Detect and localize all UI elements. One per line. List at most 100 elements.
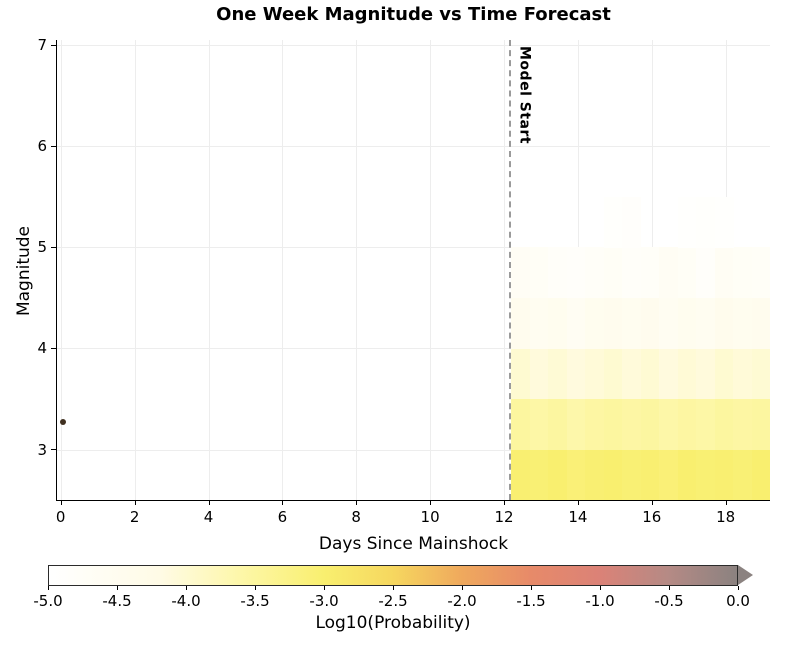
x-tick-mark <box>60 501 62 505</box>
heatmap-cell <box>585 348 605 400</box>
y-tick-mark <box>51 347 56 349</box>
x-tick-mark <box>504 501 505 505</box>
heatmap-cell <box>548 247 568 299</box>
x-tick-label: 0 <box>55 508 66 526</box>
heatmap-cell <box>714 449 734 501</box>
y-tick-mark <box>51 246 56 248</box>
heatmap-cell <box>659 348 679 400</box>
y-tick-label: 3 <box>37 440 47 459</box>
heatmap-cell <box>548 449 568 501</box>
x-tick-mark <box>356 501 358 505</box>
heatmap-cell <box>677 449 697 501</box>
heatmap-cell <box>603 398 623 450</box>
heatmap-cell <box>696 297 716 349</box>
heatmap-cell <box>659 449 679 501</box>
heatmap-cell <box>733 449 753 501</box>
colorbar-tick-label: 0.0 <box>726 592 750 610</box>
x-axis-label: Days Since Mainshock <box>318 534 509 554</box>
heatmap-cell <box>714 398 734 450</box>
heatmap-cell <box>603 348 623 400</box>
axis-spine-bottom <box>56 500 770 501</box>
heatmap-cell <box>566 398 586 450</box>
y-tick-label: 7 <box>37 36 47 55</box>
gridline-horizontal <box>57 146 770 148</box>
heatmap-cell <box>714 297 734 349</box>
gridline-vertical <box>60 40 62 500</box>
heatmap-cell <box>696 196 716 248</box>
model-start-line <box>508 40 511 500</box>
x-tick-mark <box>208 501 210 505</box>
heatmap-cell <box>659 247 679 299</box>
colorbar-tick-mark <box>186 586 187 590</box>
heatmap-cell <box>733 247 753 299</box>
x-tick-label: 10 <box>420 508 440 526</box>
y-tick-mark <box>51 145 56 147</box>
colorbar-tick-mark <box>669 586 670 590</box>
heatmap-cell <box>677 398 697 450</box>
x-tick-label: 14 <box>568 508 588 526</box>
heatmap-cell <box>566 348 586 400</box>
colorbar-tick-label: -3.0 <box>309 592 339 610</box>
heatmap-cell <box>529 297 549 349</box>
heatmap-cell <box>511 247 531 299</box>
colorbar-tick-mark <box>324 586 325 590</box>
x-tick-label: 12 <box>494 508 514 526</box>
heatmap-cell <box>529 348 549 400</box>
heatmap-cell <box>751 348 771 400</box>
colorbar-tick-mark <box>600 586 601 590</box>
heatmap-cell <box>733 297 753 349</box>
heatmap-cell <box>751 297 771 349</box>
gridline-vertical <box>504 40 505 500</box>
x-tick-label: 4 <box>203 508 214 526</box>
heatmap-cell <box>566 297 586 349</box>
heatmap-cell <box>640 247 660 299</box>
colorbar-tick-mark <box>738 586 739 590</box>
gridline-vertical <box>356 40 358 500</box>
heatmap-cell <box>659 398 679 450</box>
y-tick-mark <box>51 44 56 46</box>
heatmap-cell <box>696 398 716 450</box>
gridline-vertical <box>134 40 136 500</box>
gridline-vertical <box>430 40 432 500</box>
colorbar-tick-mark <box>255 586 256 590</box>
heatmap-cell <box>585 297 605 349</box>
colorbar-extend-arrow-icon <box>738 565 753 585</box>
colorbar-tick-mark <box>462 586 463 590</box>
heatmap-cell <box>677 196 697 248</box>
heatmap-cell <box>696 348 716 400</box>
gridline-vertical <box>282 40 284 500</box>
y-tick-mark <box>51 449 56 450</box>
colorbar-tick-mark <box>48 586 49 590</box>
heatmap-cell <box>529 247 549 299</box>
gridline-horizontal <box>57 247 770 249</box>
x-tick-label: 6 <box>277 508 288 526</box>
chart-title: One Week Magnitude vs Time Forecast <box>216 4 611 25</box>
heatmap-cell <box>511 398 531 450</box>
y-tick-label: 6 <box>37 137 47 156</box>
heatmap-cell <box>640 449 660 501</box>
heatmap-cell <box>622 247 642 299</box>
gridline-horizontal <box>57 348 770 350</box>
x-tick-mark <box>134 501 136 505</box>
colorbar-tick-label: -0.5 <box>654 592 684 610</box>
mainshock-dot <box>59 419 66 426</box>
heatmap-cell <box>511 449 531 501</box>
colorbar-tick-label: -2.5 <box>378 592 408 610</box>
colorbar-tick-label: -3.5 <box>240 592 270 610</box>
heatmap-cell <box>751 398 771 450</box>
heatmap-cell <box>640 297 660 349</box>
heatmap-cell <box>659 297 679 349</box>
x-tick-mark <box>725 501 727 505</box>
heatmap-cell <box>566 449 586 501</box>
gridline-horizontal <box>57 449 770 451</box>
heatmap-cell <box>603 247 623 299</box>
gridline-vertical <box>208 40 210 500</box>
x-tick-mark <box>577 501 579 505</box>
colorbar-tick-label: -4.5 <box>102 592 132 610</box>
x-tick-mark <box>430 501 432 505</box>
heatmap-cell <box>622 196 642 248</box>
heatmap-cell <box>696 247 716 299</box>
gridline-horizontal <box>57 45 770 47</box>
heatmap-cell <box>603 297 623 349</box>
